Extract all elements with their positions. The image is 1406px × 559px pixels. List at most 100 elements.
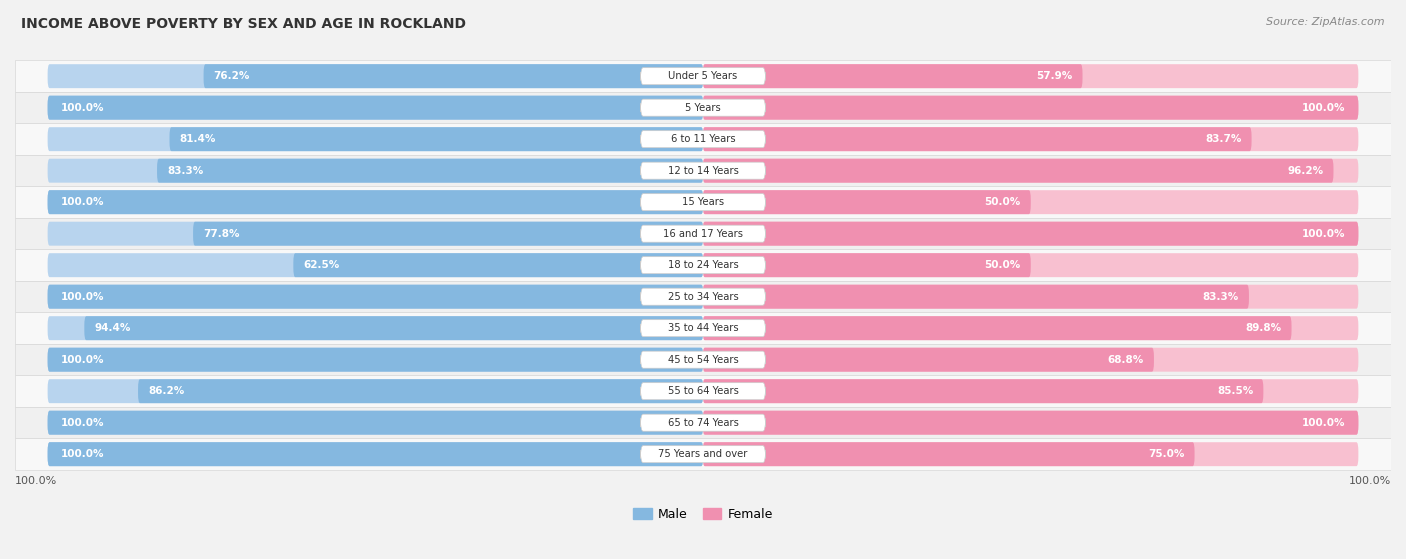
FancyBboxPatch shape (48, 159, 703, 183)
FancyBboxPatch shape (48, 285, 703, 309)
FancyBboxPatch shape (157, 159, 703, 183)
FancyBboxPatch shape (15, 281, 1391, 312)
Text: 100.0%: 100.0% (60, 103, 104, 113)
Text: 6 to 11 Years: 6 to 11 Years (671, 134, 735, 144)
Text: INCOME ABOVE POVERTY BY SEX AND AGE IN ROCKLAND: INCOME ABOVE POVERTY BY SEX AND AGE IN R… (21, 17, 467, 31)
Text: 62.5%: 62.5% (304, 260, 340, 270)
Text: 76.2%: 76.2% (214, 71, 250, 81)
FancyBboxPatch shape (48, 253, 703, 277)
FancyBboxPatch shape (640, 99, 766, 116)
FancyBboxPatch shape (703, 159, 1333, 183)
Text: 50.0%: 50.0% (984, 260, 1021, 270)
Text: 100.0%: 100.0% (15, 476, 58, 486)
Text: 75 Years and over: 75 Years and over (658, 449, 748, 459)
FancyBboxPatch shape (640, 351, 766, 368)
Text: 68.8%: 68.8% (1108, 355, 1144, 364)
FancyBboxPatch shape (640, 162, 766, 179)
FancyBboxPatch shape (48, 348, 703, 372)
FancyBboxPatch shape (640, 257, 766, 274)
Text: 5 Years: 5 Years (685, 103, 721, 113)
FancyBboxPatch shape (48, 64, 703, 88)
FancyBboxPatch shape (48, 442, 703, 466)
FancyBboxPatch shape (204, 64, 703, 88)
FancyBboxPatch shape (15, 312, 1391, 344)
Text: 16 and 17 Years: 16 and 17 Years (664, 229, 742, 239)
Text: 81.4%: 81.4% (180, 134, 217, 144)
Text: 89.8%: 89.8% (1246, 323, 1282, 333)
FancyBboxPatch shape (703, 96, 1358, 120)
FancyBboxPatch shape (640, 288, 766, 305)
Text: 85.5%: 85.5% (1218, 386, 1253, 396)
FancyBboxPatch shape (640, 320, 766, 337)
Text: 100.0%: 100.0% (60, 292, 104, 302)
Text: Source: ZipAtlas.com: Source: ZipAtlas.com (1267, 17, 1385, 27)
FancyBboxPatch shape (703, 411, 1358, 435)
FancyBboxPatch shape (703, 253, 1358, 277)
Text: 18 to 24 Years: 18 to 24 Years (668, 260, 738, 270)
Text: 57.9%: 57.9% (1036, 71, 1073, 81)
FancyBboxPatch shape (703, 442, 1358, 466)
FancyBboxPatch shape (703, 348, 1154, 372)
Legend: Male, Female: Male, Female (633, 508, 773, 520)
Text: 75.0%: 75.0% (1149, 449, 1185, 459)
Text: 45 to 54 Years: 45 to 54 Years (668, 355, 738, 364)
Text: 94.4%: 94.4% (94, 323, 131, 333)
Text: 100.0%: 100.0% (60, 355, 104, 364)
FancyBboxPatch shape (48, 411, 703, 435)
FancyBboxPatch shape (48, 127, 703, 151)
FancyBboxPatch shape (703, 96, 1358, 120)
FancyBboxPatch shape (703, 222, 1358, 245)
FancyBboxPatch shape (48, 348, 703, 372)
FancyBboxPatch shape (48, 222, 703, 245)
FancyBboxPatch shape (703, 285, 1358, 309)
FancyBboxPatch shape (640, 446, 766, 463)
FancyBboxPatch shape (703, 442, 1195, 466)
Text: 35 to 44 Years: 35 to 44 Years (668, 323, 738, 333)
FancyBboxPatch shape (703, 190, 1358, 214)
FancyBboxPatch shape (703, 127, 1358, 151)
Text: 100.0%: 100.0% (60, 449, 104, 459)
Text: 100.0%: 100.0% (60, 418, 104, 428)
Text: 50.0%: 50.0% (984, 197, 1021, 207)
FancyBboxPatch shape (48, 379, 703, 403)
FancyBboxPatch shape (15, 407, 1391, 438)
Text: 86.2%: 86.2% (148, 386, 184, 396)
FancyBboxPatch shape (294, 253, 703, 277)
FancyBboxPatch shape (703, 285, 1249, 309)
Text: 83.7%: 83.7% (1205, 134, 1241, 144)
FancyBboxPatch shape (703, 316, 1358, 340)
FancyBboxPatch shape (48, 285, 703, 309)
FancyBboxPatch shape (15, 92, 1391, 124)
Text: 100.0%: 100.0% (1302, 103, 1346, 113)
FancyBboxPatch shape (15, 124, 1391, 155)
FancyBboxPatch shape (15, 218, 1391, 249)
FancyBboxPatch shape (640, 225, 766, 242)
Text: 100.0%: 100.0% (1302, 418, 1346, 428)
FancyBboxPatch shape (193, 222, 703, 245)
Text: 83.3%: 83.3% (1202, 292, 1239, 302)
FancyBboxPatch shape (703, 64, 1358, 88)
Text: 100.0%: 100.0% (60, 197, 104, 207)
FancyBboxPatch shape (703, 348, 1358, 372)
FancyBboxPatch shape (48, 190, 703, 214)
Text: 25 to 34 Years: 25 to 34 Years (668, 292, 738, 302)
FancyBboxPatch shape (703, 379, 1264, 403)
FancyBboxPatch shape (703, 222, 1358, 245)
FancyBboxPatch shape (703, 253, 1031, 277)
Text: 65 to 74 Years: 65 to 74 Years (668, 418, 738, 428)
FancyBboxPatch shape (15, 438, 1391, 470)
FancyBboxPatch shape (640, 193, 766, 211)
FancyBboxPatch shape (15, 187, 1391, 218)
FancyBboxPatch shape (640, 383, 766, 400)
FancyBboxPatch shape (640, 68, 766, 84)
FancyBboxPatch shape (84, 316, 703, 340)
FancyBboxPatch shape (15, 60, 1391, 92)
FancyBboxPatch shape (640, 131, 766, 148)
Text: 83.3%: 83.3% (167, 165, 204, 176)
FancyBboxPatch shape (15, 155, 1391, 187)
Text: 96.2%: 96.2% (1288, 165, 1323, 176)
FancyBboxPatch shape (138, 379, 703, 403)
FancyBboxPatch shape (640, 414, 766, 431)
FancyBboxPatch shape (48, 316, 703, 340)
FancyBboxPatch shape (48, 190, 703, 214)
